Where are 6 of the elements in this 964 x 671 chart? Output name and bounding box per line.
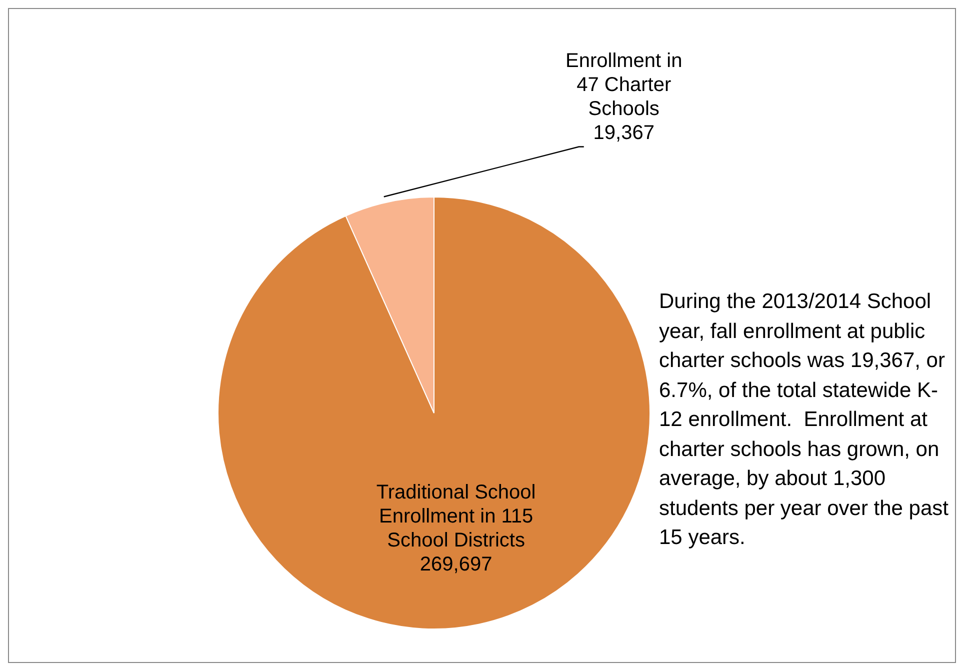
slice-label: Enrollment in 47 Charter Schools bbox=[566, 50, 682, 120]
slice-label: Traditional School Enrollment in 115 School Districts bbox=[376, 482, 536, 552]
data-label: 19,367 bbox=[593, 122, 654, 144]
pie-slice bbox=[218, 196, 650, 630]
text: During the 2013/2014 School year, fall enrollment at public charter schools was 19,367, or 6.7%, of the total statewide K-12 enrollment. Enrollment at charter schools has grown, on average, by about 1,300 students per year over the past 15 years. bbox=[659, 290, 948, 549]
data-label: 269,697 bbox=[420, 554, 492, 576]
